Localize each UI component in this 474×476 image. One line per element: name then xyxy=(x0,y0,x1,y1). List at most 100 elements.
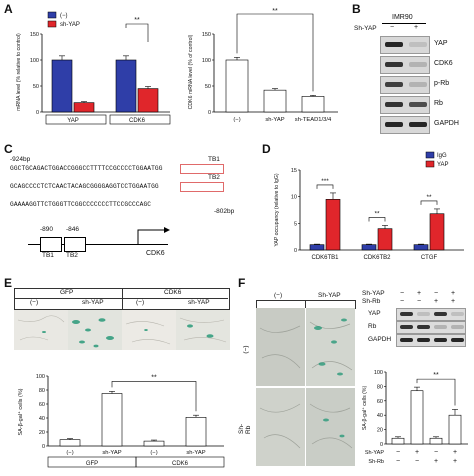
f-y-tick-label: 60 xyxy=(377,399,383,405)
e-sub-3: (−) xyxy=(136,299,145,306)
tb1-box xyxy=(180,164,224,174)
a2-y-label: CDK6 mRNA level (% of control) xyxy=(188,34,194,109)
blot-b-row xyxy=(380,116,430,134)
f-x-sign: − xyxy=(434,449,438,456)
a1-y-label: mRNA level (% relative to control) xyxy=(16,33,22,111)
d-sig-label: *** xyxy=(321,178,329,185)
f-blot-sign: + xyxy=(434,298,439,305)
f-y-tick-label: 100 xyxy=(374,370,383,376)
f-blot-sign: − xyxy=(400,298,405,305)
panel-label-f: F xyxy=(238,276,246,290)
blot-b-band-label: GAPDH xyxy=(434,120,459,127)
a1-sig-label: ** xyxy=(134,17,140,24)
f-blot-row-2: Sh-Rb xyxy=(362,298,381,305)
seq-start: -924bp xyxy=(10,156,31,163)
d-bar-igg xyxy=(361,244,377,251)
f-col-1: (−) xyxy=(274,292,283,299)
a2-category-label: (−) xyxy=(233,117,240,123)
blot-b-band xyxy=(409,102,427,107)
panel-label-b: B xyxy=(352,2,361,16)
a1-y-tick-label: 150 xyxy=(30,32,39,38)
a2-y-tick-label: 150 xyxy=(202,32,211,38)
e-y-tick-label: 20 xyxy=(39,430,45,436)
panel-label-e: E xyxy=(4,276,13,290)
f-x-row-label: Sh-YAP xyxy=(365,450,384,456)
e-category-label: sh-YAP xyxy=(186,450,205,456)
panel-c: -924bp GGCTGCAGACTGGACCGGGCCTTTTCCGCCCCT… xyxy=(8,156,258,274)
a2-y-tick-label: 100 xyxy=(202,58,211,64)
a2-y-tick-label: 0 xyxy=(208,110,211,116)
f-blot-sign: + xyxy=(451,290,456,297)
e-group-label: CDK6 xyxy=(172,461,189,467)
blot-b-band xyxy=(409,62,427,67)
blot-b-row-label: Sh-YAP xyxy=(354,25,377,32)
a2-sig-label: ** xyxy=(272,8,278,15)
e-sub-1: (−) xyxy=(30,299,39,306)
micrograph-e-image xyxy=(14,310,230,350)
tb1-label: TB1 xyxy=(208,156,220,163)
d-y-tick-label: 15 xyxy=(291,168,297,174)
blot-f-row xyxy=(396,308,466,321)
a1-category-label: YAP xyxy=(67,118,79,124)
seq-end: -802bp xyxy=(214,208,235,215)
blot-b-band xyxy=(385,102,403,107)
e-y-tick-label: 0 xyxy=(42,444,45,450)
blot-b-cell-line: IMR90 xyxy=(392,14,413,21)
d-bar-yap xyxy=(429,213,445,251)
blot-b-band-label: CDK6 xyxy=(434,60,453,67)
e-group-box xyxy=(135,456,225,468)
a1-bar-ctrl xyxy=(115,59,137,113)
e-category-label: (−) xyxy=(66,450,73,456)
e-y-tick-label: 40 xyxy=(39,416,45,422)
blot-b-band xyxy=(385,122,403,127)
a1-category-label: CDK6 xyxy=(129,118,146,124)
blot-f-row xyxy=(396,334,466,347)
chart-a-left: 0 50 100 150 mRNA level (% relative to contr… xyxy=(16,11,171,125)
d-category-label: CTGF xyxy=(421,255,438,261)
blot-f-band xyxy=(451,325,464,329)
d-legend-label: YAP xyxy=(437,162,449,168)
d-y-tick-label: 0 xyxy=(294,248,297,254)
a1-bar-shyap xyxy=(137,88,159,113)
f-blot-sign: − xyxy=(417,298,422,305)
blot-f-band xyxy=(400,325,413,329)
d-sig-bracket xyxy=(316,184,334,189)
d-y-label: YAP occupancy (relative to IgG) xyxy=(274,173,280,247)
e-bar xyxy=(185,416,207,447)
a1-sig-bracket xyxy=(125,23,149,42)
chart-e: 0 20 40 60 80 100 SA-β-gal⁺ cells (%) (−) sh-YAP… xyxy=(17,374,225,468)
e-group-label: GFP xyxy=(86,461,98,467)
blot-b: IMR90 Sh-YAP − + YAP CDK6 p-Rb Rb GAPDH xyxy=(354,14,472,138)
blot-f-band xyxy=(417,325,430,329)
f-x-sign: + xyxy=(434,458,438,465)
blot-f-band xyxy=(451,338,464,342)
tb1-element xyxy=(40,237,62,252)
f-x-sign: + xyxy=(453,458,457,465)
d-bar-yap xyxy=(325,199,341,251)
blot-f-band xyxy=(400,312,413,316)
f-blot-sign: − xyxy=(434,290,439,297)
f-blot-sign: + xyxy=(451,298,456,305)
blot-b-row xyxy=(380,56,430,74)
a1-cat-box xyxy=(109,114,171,125)
seq-line-2: GCAGCCCCTCTCAACTACAGCGGGGAGGTCCTGGAATGG xyxy=(10,183,159,190)
d-category-label: CDK6TB1 xyxy=(311,255,339,261)
blot-b-band-label: Rb xyxy=(434,100,443,107)
a2-sig-bracket xyxy=(236,13,314,92)
a1-legend-swatch xyxy=(47,11,57,19)
panel-label-c: C xyxy=(4,142,13,156)
a2-y-tick-label: 50 xyxy=(205,84,211,90)
e-sig-label: ** xyxy=(151,374,157,381)
d-sig-label: ** xyxy=(426,194,432,201)
panel-e-header: GFP CDK6 (−) sh-YAP (−) sh-YAP xyxy=(14,288,230,310)
a2-category-label: sh-YAP xyxy=(265,117,284,123)
blot-f-band xyxy=(434,338,447,342)
e-bar xyxy=(143,440,165,447)
blot-f-band-label: GAPDH xyxy=(368,336,392,343)
blot-b-band xyxy=(409,82,427,87)
a1-y-tick-label: 0 xyxy=(36,110,39,116)
e-category-label: sh-YAP xyxy=(102,450,121,456)
d-category-label: CDK6TB2 xyxy=(363,255,391,261)
e-category-label: (−) xyxy=(150,450,157,456)
